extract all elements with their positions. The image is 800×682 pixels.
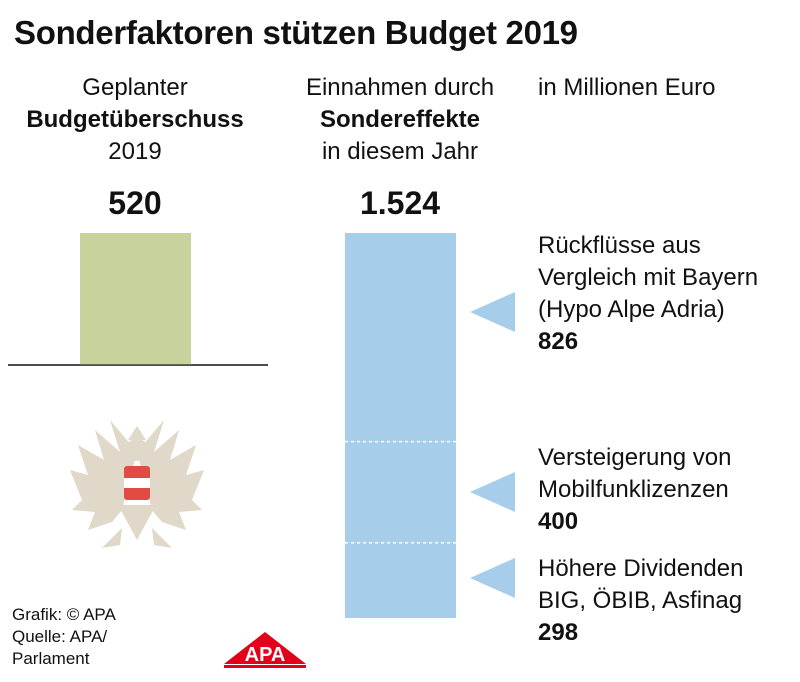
segment-pointer-icon xyxy=(470,472,515,512)
stacked-bar-special-effects xyxy=(345,233,456,618)
segment-label-line: (Hypo Alpe Adria) xyxy=(538,296,725,323)
segment-label-line: BIG, ÖBIB, Asfinag xyxy=(538,587,743,614)
segment-label-line: Mobilfunklizenzen xyxy=(538,476,729,503)
segment-pointer-icon xyxy=(470,292,515,332)
bar-segment xyxy=(345,441,456,543)
credit-grafik: Grafik: © APA xyxy=(12,605,116,624)
logo-roof xyxy=(224,632,306,664)
segment-value: 826 xyxy=(538,328,579,355)
segment-value: 298 xyxy=(538,619,579,646)
segment-pointers xyxy=(470,292,515,598)
segment-label-line: Rückflüsse aus xyxy=(538,232,701,259)
segment-label-line: Versteigerung von xyxy=(538,444,732,471)
segment-label-licenses: Versteigerung von Mobilfunklizenzen 400 xyxy=(538,442,731,538)
bar-value-label-surplus: 520 xyxy=(108,185,162,221)
column-header-line: Einnahmen durch xyxy=(305,74,495,101)
column-header-special-effects: Einnahmen durch Sondereffekte in diesem … xyxy=(285,72,515,168)
unit-label: in Millionen Euro xyxy=(538,74,716,101)
apa-logo: APA xyxy=(224,632,306,668)
eagle-icon xyxy=(70,420,204,548)
column-header-line: 2019 xyxy=(108,138,162,165)
chart-title: Sonderfaktoren stützen Budget 2019 xyxy=(14,14,578,51)
logo-text: APA xyxy=(245,644,286,666)
segment-value: 400 xyxy=(538,508,579,535)
segment-label-line: Vergleich mit Bayern xyxy=(538,264,759,291)
segment-label-dividends: Höhere Dividenden BIG, ÖBIB, Asfinag 298 xyxy=(538,553,743,649)
segment-pointer-icon xyxy=(470,558,515,598)
bar-segment xyxy=(345,542,456,618)
bar-surplus xyxy=(80,233,191,365)
bar-segment xyxy=(345,233,456,442)
segment-label-line: Höhere Dividenden xyxy=(538,555,744,582)
column-header-line: in diesem Jahr xyxy=(321,138,479,165)
credit-quelle-2: Parlament xyxy=(12,649,90,668)
credit-quelle: Quelle: APA/ xyxy=(12,627,108,646)
column-header-surplus: Geplanter Budgetüberschuss 2019 xyxy=(10,72,260,168)
bar-value-label-special: 1.524 xyxy=(359,185,441,221)
column-header-bold: Sondereffekte xyxy=(319,106,481,133)
logo-underline xyxy=(224,665,306,668)
segment-label-hypo: Rückflüsse aus Vergleich mit Bayern (Hyp… xyxy=(538,230,758,358)
column-header-line: Geplanter xyxy=(82,74,188,101)
column-header-bold: Budgetüberschuss xyxy=(26,106,244,133)
source-credit: Grafik: © APA Quelle: APA/ Parlament xyxy=(12,604,116,670)
